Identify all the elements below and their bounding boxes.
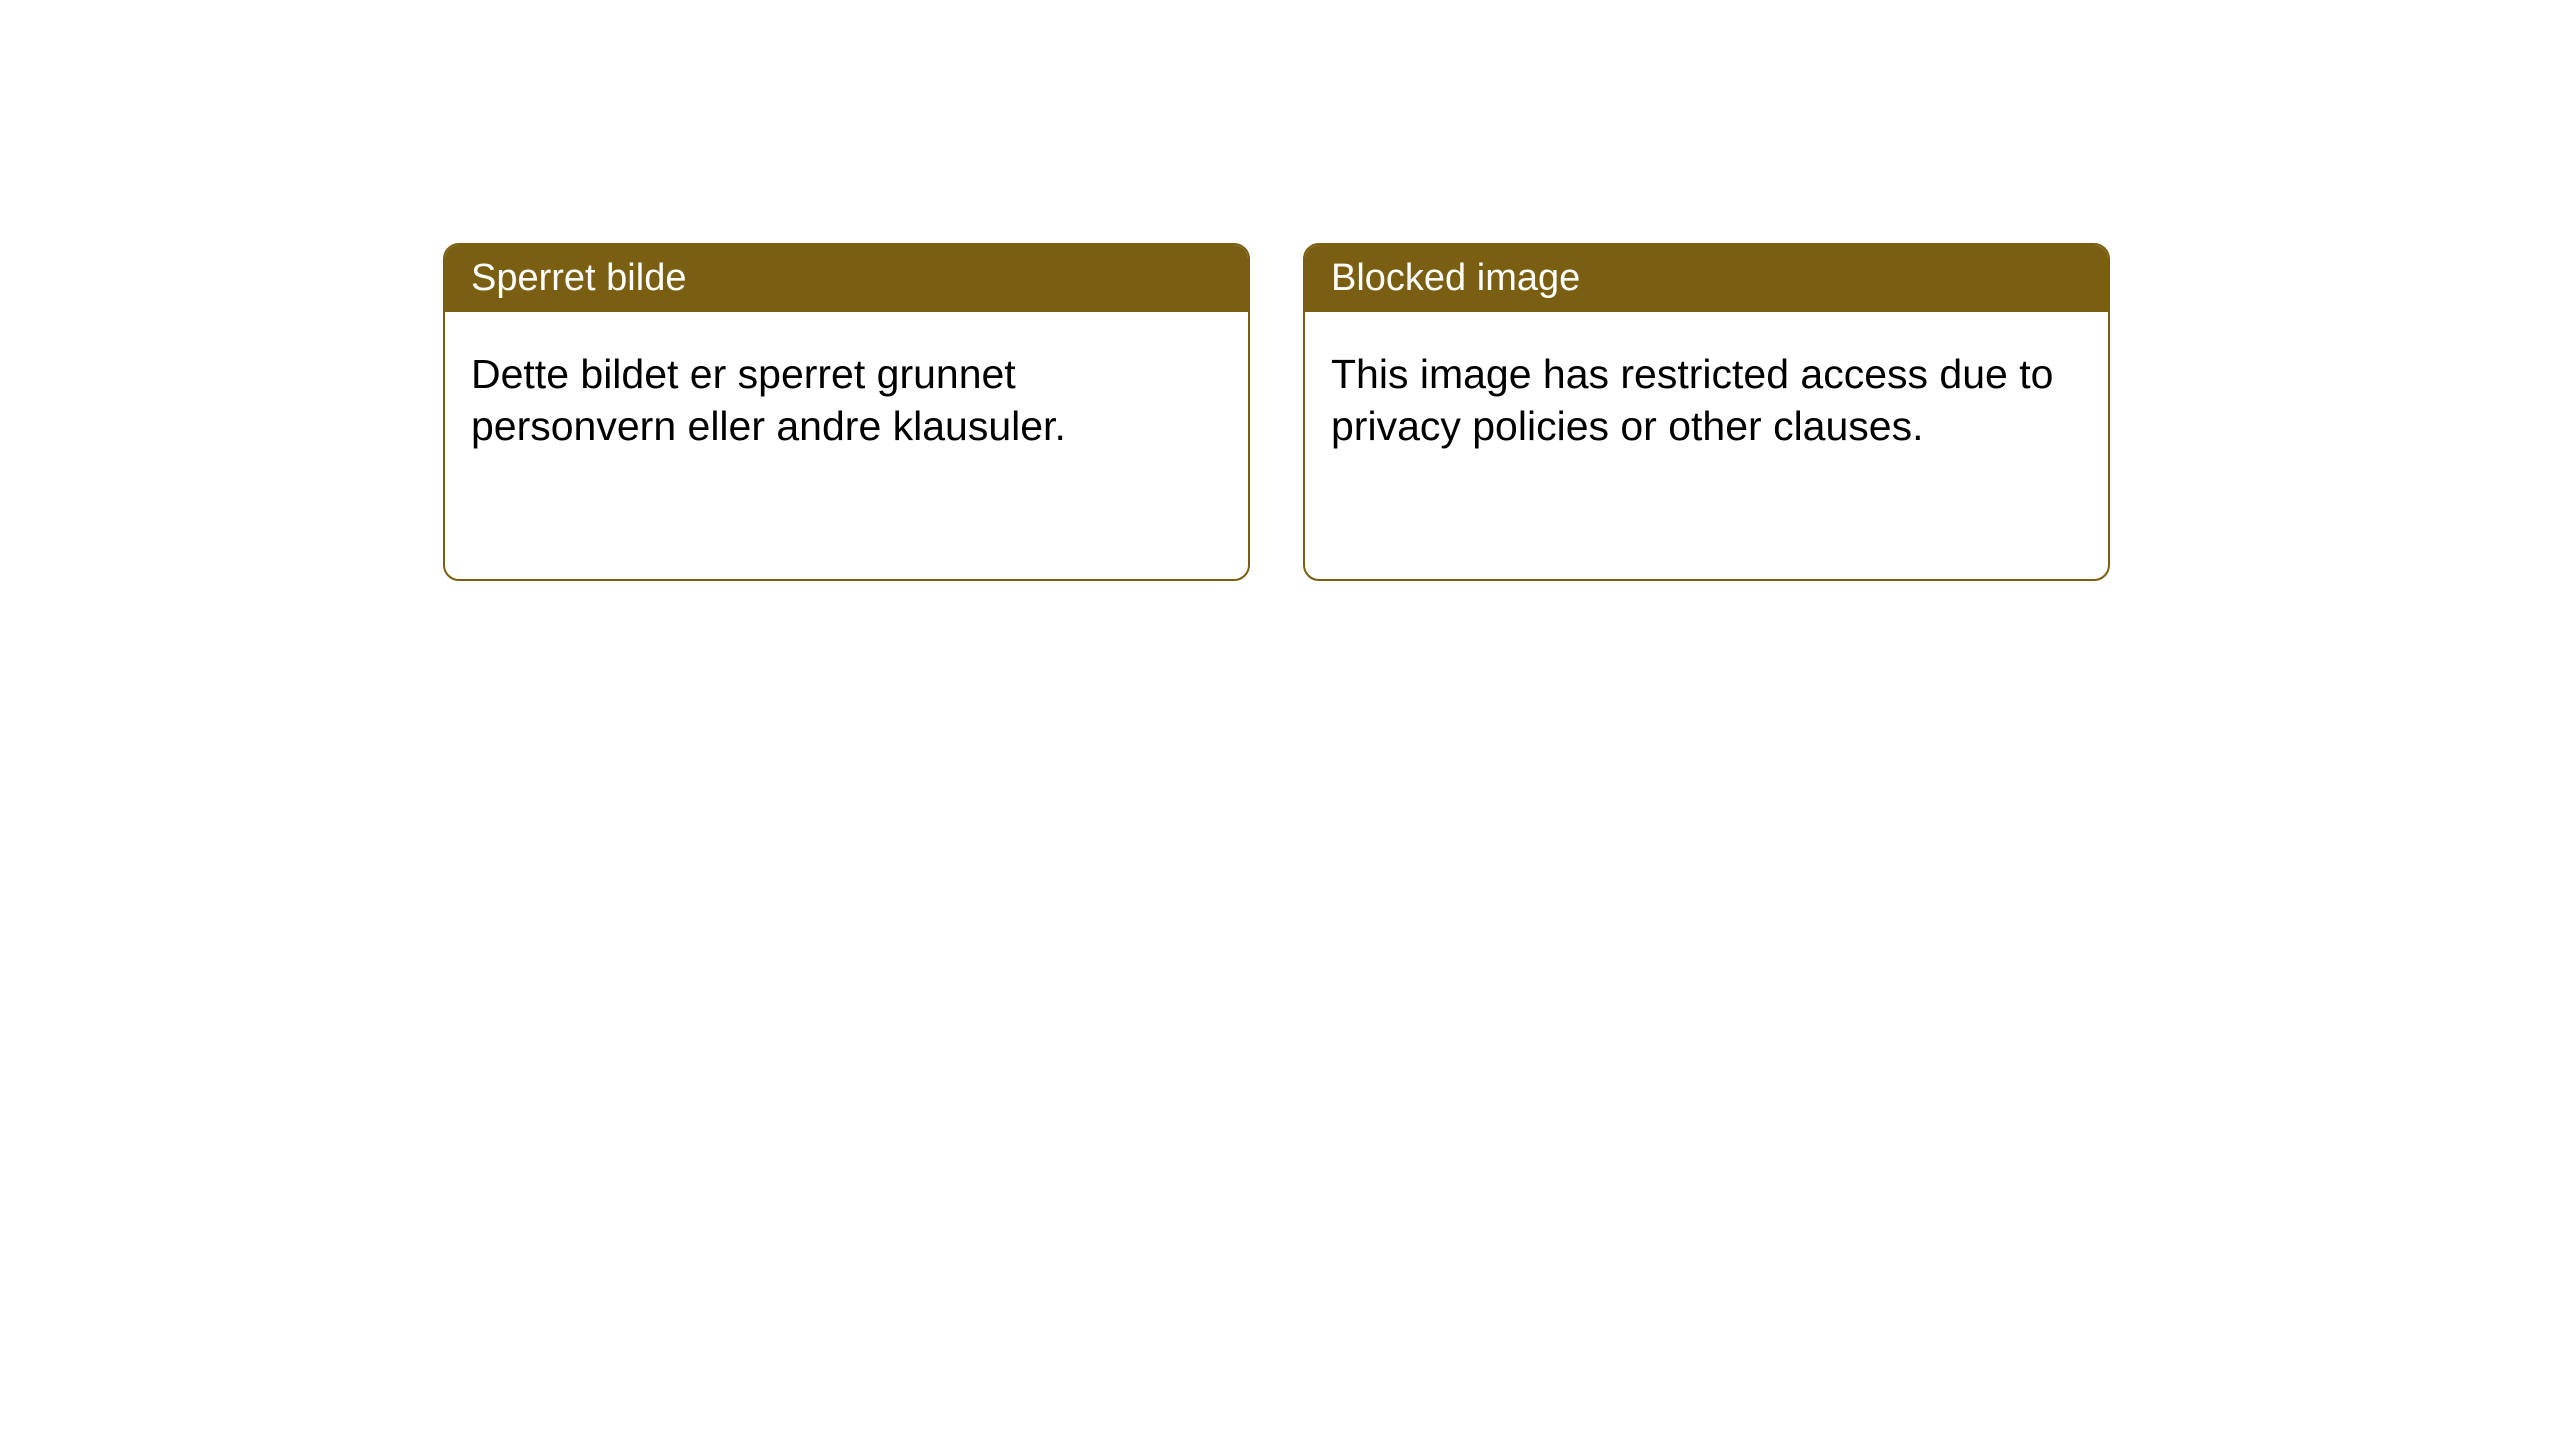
notice-card-no: Sperret bilde Dette bildet er sperret gr… [443,243,1250,581]
notice-card-en: Blocked image This image has restricted … [1303,243,2110,581]
notice-title-en: Blocked image [1331,257,1580,299]
notice-body-no: Dette bildet er sperret grunnet personve… [445,312,1248,489]
notice-header-en: Blocked image [1305,245,2108,312]
notice-header-no: Sperret bilde [445,245,1248,312]
notice-message-en: This image has restricted access due to … [1331,351,2053,449]
notice-body-en: This image has restricted access due to … [1305,312,2108,489]
notice-title-no: Sperret bilde [471,257,686,299]
notice-message-no: Dette bildet er sperret grunnet personve… [471,351,1066,449]
notices-container: Sperret bilde Dette bildet er sperret gr… [443,243,2110,581]
